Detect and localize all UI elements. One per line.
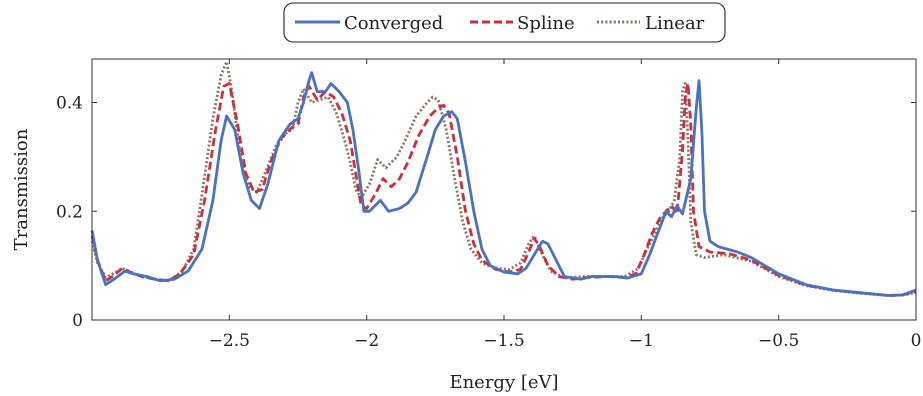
x-tick-label: 0 [911,331,922,351]
y-axis-label: Transmission [11,128,32,250]
legend-label-converged: Converged [344,13,443,34]
legend-label-spline: Spline [517,13,575,34]
tick-layer: −2.5 −2 −1.5 −1 −0.5 0 0 0.2 0.4 [56,59,921,351]
x-tick-label: −2 [354,331,379,351]
series-layer [90,60,917,297]
legend-box [283,2,726,43]
x-tick-label: −1 [629,331,654,351]
x-axis-label: Energy [eV] [449,372,558,393]
series-line-converged [90,71,917,297]
y-tick-label: 0.2 [56,202,83,222]
y-tick-label: 0 [72,311,83,331]
legend-label-linear: Linear [645,13,705,34]
x-tick-label: −0.5 [758,331,799,351]
y-tick-label: 0.4 [56,94,83,114]
x-tick-label: −1.5 [483,331,524,351]
x-tick-label: −2.5 [209,331,250,351]
series-line-spline [90,82,917,297]
legend: Converged Spline Linear [283,2,726,43]
